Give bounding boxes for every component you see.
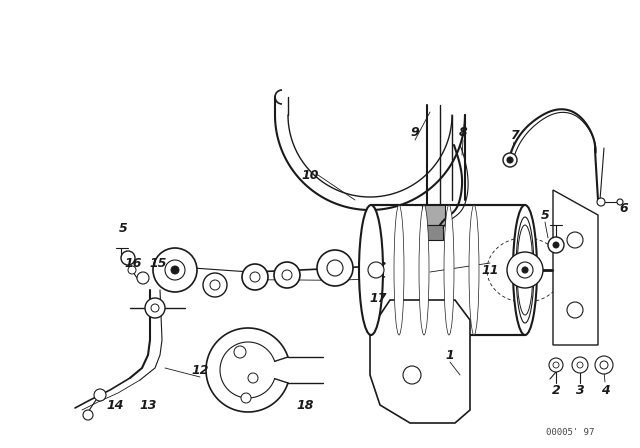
Circle shape — [553, 362, 559, 368]
Text: 13: 13 — [140, 399, 157, 412]
Polygon shape — [370, 300, 470, 423]
Circle shape — [595, 356, 613, 374]
Circle shape — [83, 410, 93, 420]
Circle shape — [248, 373, 258, 383]
Polygon shape — [371, 205, 525, 335]
Circle shape — [250, 272, 260, 282]
Circle shape — [203, 273, 227, 297]
Circle shape — [503, 153, 517, 167]
Ellipse shape — [507, 252, 543, 288]
Text: 10: 10 — [301, 168, 319, 181]
Circle shape — [165, 260, 185, 280]
Text: 8: 8 — [459, 125, 467, 138]
Text: 18: 18 — [296, 399, 314, 412]
Ellipse shape — [513, 205, 537, 335]
Text: 17: 17 — [369, 292, 387, 305]
Circle shape — [171, 266, 179, 274]
Text: 16: 16 — [124, 257, 141, 270]
Circle shape — [274, 262, 300, 288]
Circle shape — [548, 237, 564, 253]
Ellipse shape — [419, 205, 429, 335]
Circle shape — [597, 198, 605, 206]
Circle shape — [145, 298, 165, 318]
Circle shape — [549, 358, 563, 372]
Circle shape — [121, 251, 135, 265]
Polygon shape — [553, 190, 598, 345]
Text: 3: 3 — [575, 383, 584, 396]
Text: 7: 7 — [509, 129, 518, 142]
Circle shape — [600, 361, 608, 369]
Polygon shape — [424, 225, 443, 240]
Ellipse shape — [444, 205, 454, 335]
Circle shape — [572, 357, 588, 373]
Text: 2: 2 — [552, 383, 561, 396]
Circle shape — [242, 264, 268, 290]
Ellipse shape — [516, 217, 534, 323]
Text: 9: 9 — [411, 125, 419, 138]
Circle shape — [282, 270, 292, 280]
Text: 11: 11 — [481, 263, 499, 276]
Ellipse shape — [517, 225, 533, 315]
Ellipse shape — [469, 205, 479, 335]
Circle shape — [368, 262, 384, 278]
Ellipse shape — [394, 205, 404, 335]
Text: 15: 15 — [149, 257, 167, 270]
Circle shape — [577, 362, 583, 368]
Polygon shape — [438, 407, 452, 417]
Circle shape — [94, 389, 106, 401]
Text: 5: 5 — [541, 208, 549, 221]
Text: 00005' 97: 00005' 97 — [546, 427, 594, 436]
Text: 4: 4 — [600, 383, 609, 396]
Circle shape — [137, 272, 149, 284]
Circle shape — [234, 346, 246, 358]
Circle shape — [317, 250, 353, 286]
Circle shape — [210, 280, 220, 290]
Circle shape — [128, 266, 136, 274]
Text: 1: 1 — [445, 349, 454, 362]
Text: 5: 5 — [118, 221, 127, 234]
Circle shape — [327, 260, 343, 276]
Text: 14: 14 — [106, 399, 124, 412]
Circle shape — [403, 366, 421, 384]
Ellipse shape — [359, 205, 383, 335]
Text: 6: 6 — [620, 202, 628, 215]
Ellipse shape — [517, 262, 533, 278]
Circle shape — [241, 393, 251, 403]
Circle shape — [553, 242, 559, 248]
Text: 12: 12 — [191, 363, 209, 376]
Polygon shape — [422, 205, 445, 225]
Circle shape — [617, 199, 623, 205]
Circle shape — [153, 248, 197, 292]
Circle shape — [567, 302, 583, 318]
Circle shape — [522, 267, 528, 273]
Circle shape — [567, 232, 583, 248]
Circle shape — [151, 304, 159, 312]
Circle shape — [507, 157, 513, 163]
Polygon shape — [438, 303, 452, 313]
